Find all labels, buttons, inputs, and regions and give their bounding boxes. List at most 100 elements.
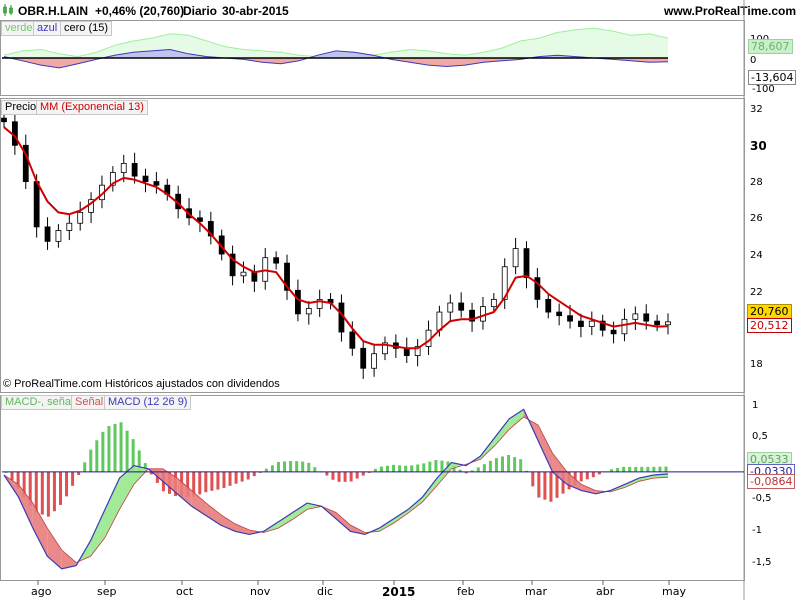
price-tick-30: 30	[750, 139, 767, 153]
macd-hist-bar-36	[222, 471, 226, 488]
macd-hist-bar-102	[622, 466, 626, 472]
macd-tick-1: 1	[752, 400, 759, 411]
macd-hist-bar-108	[658, 466, 662, 472]
candle-body-19	[207, 221, 214, 237]
macd-hist-bar-61	[373, 468, 377, 472]
macd-hist-bar-106	[646, 466, 650, 472]
macd-hist-bar-80	[488, 460, 492, 472]
macd-hist-bar-34	[210, 471, 214, 491]
macd-hist-bar-48	[295, 461, 299, 472]
macd-hist-bar-3	[22, 471, 26, 498]
macd-hist-bar-21	[131, 439, 135, 472]
footer-note: © ProRealTime.com Históricos ajustados c…	[3, 378, 280, 390]
candle-body-26	[284, 262, 290, 291]
macd-hist-bar-58	[355, 471, 359, 479]
candle-body-59	[643, 313, 650, 322]
period: Diario	[183, 4, 218, 18]
macd-hist-bar-44	[270, 465, 274, 472]
macd-hist-bar-47	[289, 461, 293, 472]
candle-body-5	[55, 230, 62, 242]
chart-header: OBR.H.LAIN +0,46% (20,760) Diario 30-abr…	[0, 0, 800, 20]
legend-azul: azul	[33, 21, 62, 36]
candle-body-41	[447, 302, 454, 313]
macd-hist-bar-65	[398, 465, 402, 472]
candle-body-58	[632, 313, 639, 320]
macd-band-28	[408, 496, 423, 514]
chart-date: 30-abr-2015	[222, 4, 289, 18]
macd-hist-bar-79	[482, 464, 486, 472]
macd-hist-bar-71	[434, 460, 438, 472]
candle-body-21	[229, 253, 236, 277]
macd-hist-bar-24	[149, 471, 153, 475]
macd-hist-bar-14	[89, 449, 93, 472]
price-tick-26: 26	[750, 213, 763, 224]
candle-body-7	[77, 211, 84, 224]
macd-band-37	[538, 425, 553, 472]
date-dic: dic	[317, 585, 334, 598]
candle-body-13	[142, 175, 149, 182]
candle-body-53	[578, 320, 584, 327]
macd-band-26	[379, 518, 394, 532]
candle-body-38	[414, 346, 421, 356]
instrument-symbol: OBR.H.LAIN	[18, 4, 88, 18]
macd-hist-bar-83	[507, 455, 511, 472]
candle-body-57	[621, 318, 628, 335]
price-change: +0,46% (20,760)	[95, 4, 185, 18]
candle-body-12	[131, 163, 138, 177]
macd-hist-bar-101	[616, 468, 620, 472]
macd-hist-bar-13	[83, 462, 87, 472]
macd-hist-bar-49	[301, 461, 305, 472]
macd-hist-bar-4	[28, 471, 32, 506]
macd-hist-bar-86	[525, 470, 529, 472]
macd-hist-bar-104	[634, 466, 638, 472]
macd-hist-bar-31	[192, 471, 196, 497]
date-nov: nov	[250, 585, 271, 598]
candle-body-11	[120, 163, 127, 173]
macd-hist-bar-53	[325, 471, 329, 476]
candle-body-42	[458, 302, 465, 311]
candle-body-46	[501, 266, 508, 300]
macd-hist-bar-37	[228, 471, 232, 486]
macd-hist-bar-72	[440, 460, 444, 472]
signal-value: -0,0864	[747, 474, 796, 489]
last-price-label: 20,760	[747, 304, 792, 319]
candle-body-61	[665, 321, 671, 326]
candle-body-51	[556, 311, 563, 317]
macd-band-31	[451, 462, 466, 469]
macd-hist-bar-55	[337, 471, 341, 482]
macd-band-3	[47, 528, 62, 569]
macd-line	[3, 408, 669, 570]
macd-hist-bar-10	[65, 471, 69, 497]
candle-body-45	[490, 298, 497, 308]
macd-hist-bar-38	[234, 471, 238, 484]
macd-hist-bar-40	[246, 471, 250, 480]
legend-verde: verde	[1, 21, 37, 36]
ma-line	[3, 126, 669, 350]
date-oct: oct	[176, 585, 194, 598]
macd-band-30	[437, 462, 452, 486]
candle-body-35	[382, 342, 388, 355]
candle-body-48	[523, 248, 530, 279]
macd-band-19	[278, 512, 293, 529]
macd-band-20	[292, 503, 308, 520]
candle-body-4	[44, 226, 51, 242]
macd-hist-bar-59	[361, 471, 365, 476]
price-tick-28: 28	[750, 177, 763, 188]
macd-hist-bar-43	[264, 468, 268, 472]
macd-hist-bar-22	[137, 450, 141, 472]
macd-hist-bar-2	[16, 471, 20, 489]
site-url[interactable]: www.ProRealTime.com	[664, 4, 797, 18]
macd-band-29	[422, 478, 438, 502]
legend-senal: Señal	[71, 395, 108, 410]
date-abr: abr	[596, 585, 615, 598]
ind-value-blue: -13,604	[748, 70, 797, 85]
macd-hist-bar-8	[52, 471, 56, 512]
macd-band-11	[162, 468, 178, 494]
macd-hist-bar-100	[610, 469, 614, 472]
indicator-blue-area	[4, 49, 668, 68]
macd-hist-bar-20	[125, 430, 129, 472]
candle-body-47	[512, 248, 519, 268]
macd-band-1	[18, 484, 33, 529]
macd-hist-bar-107	[652, 466, 656, 472]
